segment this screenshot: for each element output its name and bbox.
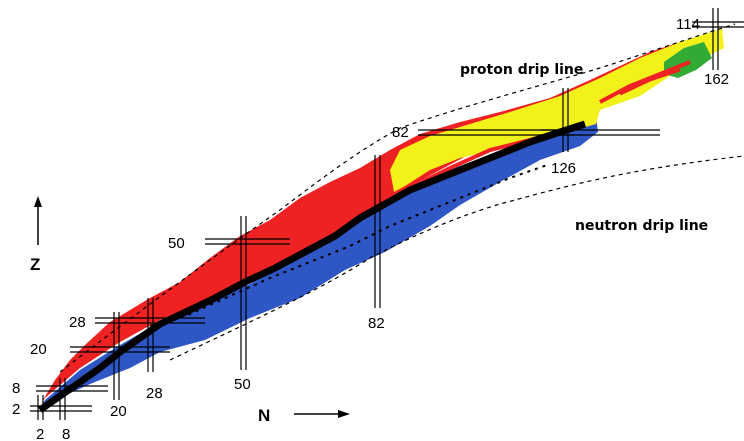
proton-magic-82: 82 [392, 124, 409, 141]
red-streak-2 [599, 60, 691, 104]
stability-dots [149, 163, 551, 327]
neutron-magic-162: 162 [704, 71, 729, 88]
z-axis-arrow-head [34, 196, 42, 207]
n-axis-arrow-head [338, 410, 350, 418]
neutron-magic-20: 20 [110, 403, 127, 420]
neutron-magic-50: 50 [234, 376, 251, 393]
neutron-magic-126: 126 [551, 160, 576, 177]
z-axis-label: Z [30, 255, 40, 274]
n-axis-label: N [258, 406, 270, 425]
alpha-region [390, 28, 724, 192]
proton-magic-28: 28 [69, 314, 86, 331]
neutron-magic-28: 28 [146, 385, 163, 402]
proton-magic-50: 50 [168, 235, 185, 252]
neutron-magic-2: 2 [36, 426, 44, 441]
neutron-magic-lines [37, 8, 719, 420]
neutron-rich-region [40, 116, 598, 410]
proton-drip-line-label: proton drip line [460, 62, 583, 78]
neutron-magic-8: 8 [62, 426, 70, 441]
proton-magic-lines [30, 21, 744, 412]
stability-line [37, 120, 587, 413]
proton-magic-2: 2 [12, 401, 20, 418]
neutron-drip-line [169, 155, 744, 361]
neutron-drip-line-label: neutron drip line [575, 218, 708, 234]
proton-magic-114: 114 [676, 16, 700, 33]
red-streak-3 [619, 68, 681, 96]
proton-magic-8: 8 [12, 380, 20, 397]
neutron-magic-82: 82 [368, 315, 385, 332]
proton-magic-20: 20 [30, 341, 47, 358]
